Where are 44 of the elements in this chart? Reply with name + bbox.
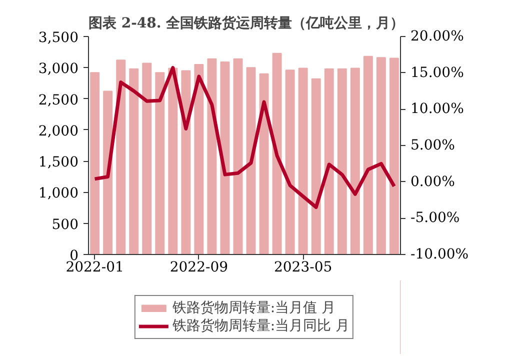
y2-tick-label: 10.00% xyxy=(410,101,464,118)
y-tick-label: 3,500 xyxy=(38,30,79,46)
bar xyxy=(363,56,373,254)
bar xyxy=(285,70,295,254)
y-tick-label: 3,000 xyxy=(38,61,79,78)
bar xyxy=(298,68,308,254)
y-tick-label: 2,500 xyxy=(38,92,79,108)
bar xyxy=(259,73,269,254)
x-tick-label: 2023-05 xyxy=(274,260,332,276)
bar xyxy=(324,68,334,254)
y-tick-label: 500 xyxy=(52,216,79,233)
y2-tick-label: -5.00% xyxy=(410,210,460,226)
bar xyxy=(194,64,204,254)
y-tick-label: 1,000 xyxy=(38,186,79,202)
bar xyxy=(155,72,165,254)
bar xyxy=(129,68,139,254)
bar xyxy=(233,58,243,254)
bar xyxy=(246,67,256,254)
line-series xyxy=(93,66,396,210)
bar xyxy=(220,62,230,254)
bar xyxy=(103,90,113,254)
y2-tick-label: 5.00% xyxy=(410,138,455,154)
y2-tick-label: -10.00% xyxy=(410,246,469,262)
legend-label: 铁路货物周转量:当月同比 月 xyxy=(172,317,350,335)
legend-label: 铁路货物周转量:当月值 月 xyxy=(172,299,336,317)
bar xyxy=(181,70,191,254)
y2-tick-label: 20.00% xyxy=(410,28,464,44)
x-tick-label: 2022-09 xyxy=(170,260,228,276)
y-tick-label: 1,500 xyxy=(38,154,79,171)
chart-title: 图表 2-48. 全国铁路货运周转量（亿吨公里，月） xyxy=(88,16,404,32)
bar xyxy=(168,68,178,254)
bar xyxy=(350,68,360,254)
bar xyxy=(389,58,399,254)
bar xyxy=(90,72,100,254)
bar xyxy=(272,52,282,254)
y-tick-label: 2,000 xyxy=(38,123,79,140)
bar xyxy=(311,78,321,254)
bar xyxy=(142,62,152,254)
y2-tick-label: 15.00% xyxy=(410,64,464,81)
bar xyxy=(116,60,126,254)
bar xyxy=(337,68,347,254)
y2-tick-label: 0.00% xyxy=(410,174,455,190)
bar xyxy=(376,57,386,254)
bar xyxy=(207,58,217,254)
